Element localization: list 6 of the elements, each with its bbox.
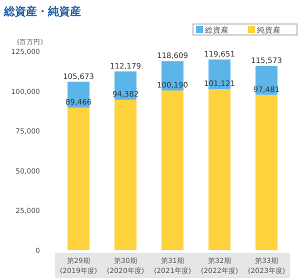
bar	[208, 89, 230, 250]
bar	[114, 100, 136, 250]
bar	[256, 94, 278, 250]
chart-title: 総資産・純資産	[3, 5, 81, 18]
bar	[68, 108, 90, 250]
bar	[162, 90, 184, 250]
